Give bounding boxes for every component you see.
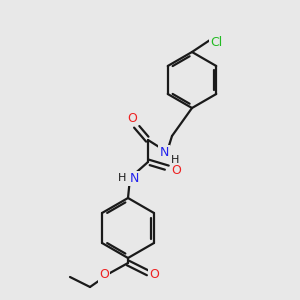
Text: O: O [149,268,159,281]
Text: Cl: Cl [210,35,222,49]
Text: O: O [171,164,181,176]
Text: N: N [129,172,139,184]
Text: O: O [127,112,137,124]
Text: H: H [171,155,179,165]
Text: H: H [118,173,126,183]
Text: O: O [99,268,109,281]
Text: N: N [159,146,169,158]
